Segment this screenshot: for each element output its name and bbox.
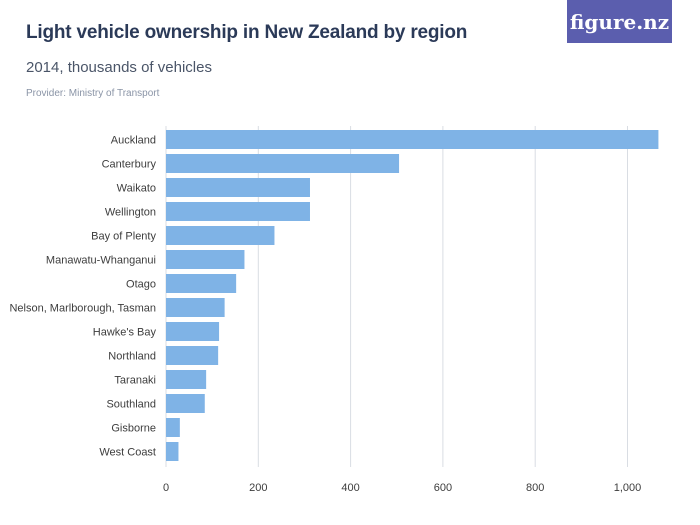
bar bbox=[166, 346, 219, 365]
bar bbox=[166, 418, 180, 437]
category-label: Otago bbox=[126, 279, 156, 291]
category-label: Auckland bbox=[111, 135, 156, 147]
provider-note: Provider: Ministry of Transport bbox=[26, 88, 160, 99]
x-tick-label: 600 bbox=[434, 482, 452, 494]
bar bbox=[166, 226, 275, 245]
bar bbox=[166, 442, 179, 461]
category-label: Southland bbox=[106, 399, 156, 411]
category-label: Waikato bbox=[117, 183, 156, 195]
figure-nz-logo[interactable]: figure.nz bbox=[567, 0, 672, 43]
category-label: Gisborne bbox=[111, 423, 156, 435]
category-label: Bay of Plenty bbox=[91, 231, 156, 243]
category-label: Canterbury bbox=[102, 159, 157, 171]
bar bbox=[166, 394, 205, 413]
x-tick-label: 0 bbox=[163, 482, 169, 494]
category-label: Taranaki bbox=[114, 375, 156, 387]
bar bbox=[166, 154, 400, 173]
category-label: Northland bbox=[108, 351, 156, 363]
bar bbox=[166, 274, 237, 293]
bar bbox=[166, 370, 207, 389]
x-tick-label: 200 bbox=[249, 482, 267, 494]
chart-title: Light vehicle ownership in New Zealand b… bbox=[26, 22, 468, 43]
category-label: Hawke's Bay bbox=[93, 327, 157, 339]
x-tick-label: 800 bbox=[526, 482, 544, 494]
bar bbox=[166, 202, 310, 221]
bar bbox=[166, 298, 225, 317]
bar bbox=[166, 322, 220, 341]
bar bbox=[166, 178, 310, 197]
chart-subtitle: 2014, thousands of vehicles bbox=[26, 59, 212, 76]
category-label: Manawatu-Whanganui bbox=[46, 255, 156, 267]
category-label: Wellington bbox=[105, 207, 156, 219]
category-label: West Coast bbox=[99, 447, 156, 459]
x-tick-label: 400 bbox=[341, 482, 359, 494]
category-label: Nelson, Marlborough, Tasman bbox=[9, 303, 156, 315]
bar bbox=[166, 130, 659, 149]
bar bbox=[166, 250, 245, 269]
x-tick-label: 1,000 bbox=[614, 482, 642, 494]
